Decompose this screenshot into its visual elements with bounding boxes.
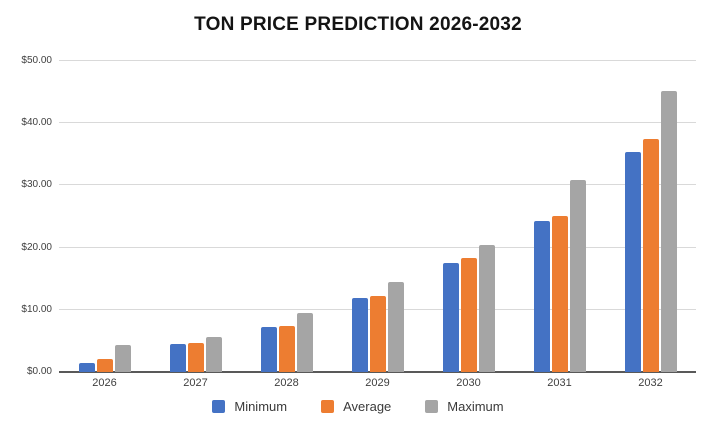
bar-average-2031	[551, 215, 568, 372]
y-axis: $0.00 $10.00 $20.00 $30.00 $40.00 $50.00	[0, 56, 52, 377]
gridline-50	[59, 60, 696, 61]
bar-maximum-2031	[569, 179, 586, 372]
x-tick-label-2031: 2031	[547, 377, 572, 389]
x-axis-line	[59, 371, 696, 373]
bar-maximum-2028	[296, 312, 313, 372]
legend-label-minimum: Minimum	[234, 399, 288, 414]
legend-item-minimum: Minimum	[212, 399, 287, 414]
bar-group-2029	[332, 61, 423, 372]
bar-groups	[59, 61, 696, 372]
bar-minimum-2028	[260, 327, 277, 372]
y-tick-label: $50.00	[21, 55, 52, 66]
bar-minimum-2029	[351, 297, 368, 372]
y-tick-label: $40.00	[21, 117, 52, 129]
legend-swatch-average	[321, 400, 335, 413]
legend-label-average: Average	[343, 399, 392, 414]
bar-average-2027	[187, 342, 204, 372]
bar-maximum-2032	[660, 90, 677, 372]
y-tick-label: $10.00	[21, 303, 52, 315]
x-axis: 2026 2027 2028 2029 2030 2031 2032	[59, 377, 696, 389]
bar-minimum-2031	[533, 220, 550, 372]
bar-minimum-2032	[624, 152, 641, 372]
chart-title: TON PRICE PREDICTION 2026-2032	[194, 14, 522, 35]
bar-minimum-2030	[442, 262, 459, 372]
bar-average-2029	[369, 296, 386, 372]
legend-item-maximum: Maximum	[425, 399, 504, 414]
x-tick-label-2032: 2032	[638, 377, 663, 389]
bar-average-2026	[96, 358, 113, 372]
bar-maximum-2027	[205, 337, 222, 372]
bar-group-2027	[150, 61, 241, 372]
gridline-30	[59, 184, 696, 186]
bar-group-2031	[514, 61, 605, 372]
bar-minimum-2026	[78, 362, 95, 372]
x-tick-label-2029: 2029	[365, 377, 390, 389]
x-tick-label-2030: 2030	[456, 377, 481, 389]
legend: Minimum Average Maximum	[0, 399, 716, 414]
bar-group-2030	[423, 61, 514, 372]
bar-maximum-2029	[387, 282, 404, 372]
bar-average-2028	[278, 325, 295, 372]
bar-average-2030	[460, 258, 477, 372]
bar-group-2032	[605, 61, 696, 372]
legend-swatch-maximum	[425, 400, 439, 413]
legend-swatch-minimum	[212, 400, 226, 413]
legend-item-average: Average	[321, 399, 391, 414]
y-tick-label: $20.00	[21, 241, 52, 253]
bar-maximum-2030	[478, 245, 495, 372]
bar-group-2028	[241, 61, 332, 372]
legend-label-maximum: Maximum	[447, 399, 504, 414]
bar-maximum-2026	[114, 345, 131, 372]
gridline-20	[59, 246, 696, 248]
x-tick-label-2028: 2028	[274, 377, 299, 389]
x-tick-label-2026: 2026	[92, 377, 117, 389]
plot-area	[59, 60, 696, 373]
bar-average-2032	[642, 138, 659, 372]
y-tick-label: $30.00	[21, 179, 52, 191]
bar-group-2026	[59, 61, 150, 372]
y-tick-label: $0.00	[26, 366, 52, 377]
bar-minimum-2027	[169, 344, 186, 372]
gridline-40	[59, 122, 696, 124]
x-tick-label-2027: 2027	[183, 377, 208, 389]
